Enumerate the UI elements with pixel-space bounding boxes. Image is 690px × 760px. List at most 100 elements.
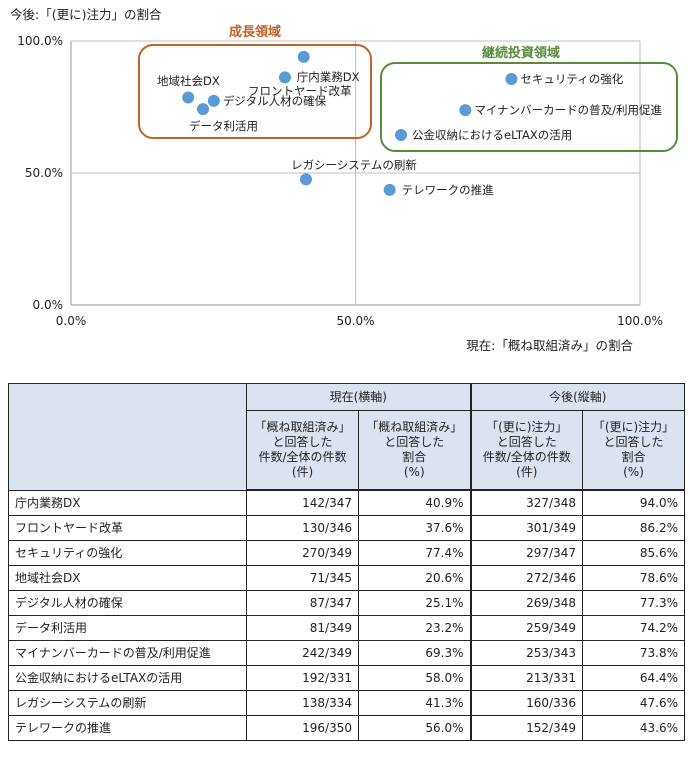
table-row: レガシーシステムの刷新 138/334 41.3% 160/336 47.6%	[8, 690, 685, 716]
axis-ticks: 0.0% 0.0% 50.0% 50.0% 100.0% 100.0%	[17, 34, 663, 328]
cell-future-count: 160/336	[469, 690, 583, 716]
row-label: 地域社会DX	[8, 565, 247, 591]
table-row: セキュリティの強化 270/349 77.4% 297/347 85.6%	[8, 540, 685, 566]
table-corner-header	[8, 383, 247, 491]
row-label: デジタル人材の確保	[8, 590, 247, 616]
y-tick-label: 50.0%	[25, 166, 63, 180]
region-label: 成長領域	[229, 24, 281, 40]
cell-future-pct: 85.6%	[582, 540, 685, 566]
cell-future-count: 272/346	[469, 565, 583, 591]
cell-future-count: 213/331	[469, 665, 583, 691]
region-box	[138, 44, 372, 139]
cell-future-pct: 64.4%	[582, 665, 685, 691]
cell-future-pct: 78.6%	[582, 565, 685, 591]
cell-current-pct: 56.0%	[358, 715, 471, 741]
cell-current-count: 87/347	[246, 590, 359, 616]
cell-current-count: 142/347	[246, 489, 359, 516]
cell-current-count: 242/349	[246, 640, 359, 666]
row-label: レガシーシステムの刷新	[8, 690, 247, 716]
data-point	[182, 91, 195, 104]
point-label: フロントヤード改革	[248, 84, 352, 98]
cell-future-count: 297/347	[469, 540, 583, 566]
chart-gridlines	[70, 40, 641, 306]
data-point	[278, 71, 291, 84]
cell-current-pct: 40.9%	[358, 489, 471, 516]
point-label: セキュリティの強化	[520, 72, 623, 86]
cell-future-pct: 77.3%	[582, 590, 685, 616]
table-row: マイナンバーカードの普及/利用促進 242/349 69.3% 253/343 73.8…	[8, 640, 685, 666]
cell-future-count: 259/349	[469, 615, 583, 641]
point-label: レガシーシステムの刷新	[291, 158, 417, 172]
cell-current-pct: 23.2%	[358, 615, 471, 641]
row-label: テレワークの推進	[8, 715, 247, 741]
data-point	[297, 50, 310, 63]
data-point	[505, 73, 518, 86]
table-row: 公金収納におけるeLTAXの活用 192/331 58.0% 213/331 64.4%	[8, 665, 685, 691]
y-axis-title: 今後:「(更に)注力」の割合	[10, 7, 162, 22]
header-group-future: 今後(縦軸)	[469, 383, 685, 411]
cell-current-count: 81/349	[246, 615, 359, 641]
row-label: 公金収納におけるeLTAXの活用	[8, 665, 247, 691]
data-point	[383, 183, 396, 196]
data-point	[299, 173, 312, 186]
row-label: フロントヤード改革	[8, 515, 247, 541]
data-point	[197, 103, 210, 116]
cell-future-pct: 43.6%	[582, 715, 685, 741]
table-row: フロントヤード改革 130/346 37.6% 301/349 86.2%	[8, 515, 685, 541]
data-table: 現在(横軸) 今後(縦軸) 「概ね取組済み」 と回答した 件数/全体の件数 (件…	[8, 383, 685, 741]
point-label: 地域社会DX	[157, 74, 220, 88]
table-row: 地域社会DX 71/345 20.6% 272/346 78.6%	[8, 565, 685, 591]
cell-current-pct: 41.3%	[358, 690, 471, 716]
cell-future-count: 327/348	[469, 489, 583, 516]
header-future-count: 「(更に)注力」 と回答した 件数/全体の件数 (件)	[469, 410, 583, 491]
cell-future-pct: 74.2%	[582, 615, 685, 641]
cell-current-pct: 37.6%	[358, 515, 471, 541]
cell-current-count: 130/346	[246, 515, 359, 541]
y-tick-label: 0.0%	[33, 298, 64, 312]
point-label: データ利活用	[189, 119, 258, 133]
cell-future-count: 269/348	[469, 590, 583, 616]
cell-future-count: 301/349	[469, 515, 583, 541]
x-tick-label: 50.0%	[336, 314, 374, 328]
cell-future-count: 152/349	[469, 715, 583, 741]
cell-current-pct: 77.4%	[358, 540, 471, 566]
cell-current-pct: 25.1%	[358, 590, 471, 616]
point-label: テレワークの推進	[402, 183, 494, 197]
region-label: 継続投資領域	[482, 45, 560, 61]
cell-current-pct: 69.3%	[358, 640, 471, 666]
cell-current-count: 138/334	[246, 690, 359, 716]
point-label: デジタル人材の確保	[223, 94, 327, 108]
row-label: マイナンバーカードの普及/利用促進	[8, 640, 247, 666]
cell-future-pct: 73.8%	[582, 640, 685, 666]
table-row: テレワークの推進 196/350 56.0% 152/349 43.6%	[8, 715, 685, 741]
cell-future-pct: 86.2%	[582, 515, 685, 541]
header-future-pct: 「(更に)注力」 と回答した 割合 (%)	[582, 410, 685, 491]
row-label: データ利活用	[8, 615, 247, 641]
region-box	[380, 62, 678, 152]
header-group-current: 現在(横軸)	[246, 383, 471, 411]
cell-current-count: 270/349	[246, 540, 359, 566]
row-label: セキュリティの強化	[8, 540, 247, 566]
cell-future-pct: 47.6%	[582, 690, 685, 716]
data-point	[459, 104, 472, 117]
table-row: データ利活用 81/349 23.2% 259/349 74.2%	[8, 615, 685, 641]
cell-future-count: 253/343	[469, 640, 583, 666]
cell-current-count: 196/350	[246, 715, 359, 741]
table-row: デジタル人材の確保 87/347 25.1% 269/348 77.3%	[8, 590, 685, 616]
cell-current-pct: 58.0%	[358, 665, 471, 691]
cell-current-count: 71/345	[246, 565, 359, 591]
scatter-chart: 今後:「(更に)注力」の割合 0.0% 0.0% 50.0% 50.0% 100.0% 1…	[10, 7, 678, 353]
cell-future-pct: 94.0%	[582, 489, 685, 516]
x-tick-label: 100.0%	[617, 314, 663, 328]
data-point	[395, 128, 408, 141]
x-axis-title: 現在:「概ね取組済み」の割合	[466, 338, 633, 353]
row-label: 庁内業務DX	[8, 489, 247, 516]
point-label: マイナンバーカードの普及/利用促進	[474, 103, 662, 117]
x-tick-label: 0.0%	[56, 314, 87, 328]
y-tick-label: 100.0%	[17, 34, 63, 48]
data-point	[207, 94, 220, 107]
cell-current-count: 192/331	[246, 665, 359, 691]
cell-current-pct: 20.6%	[358, 565, 471, 591]
